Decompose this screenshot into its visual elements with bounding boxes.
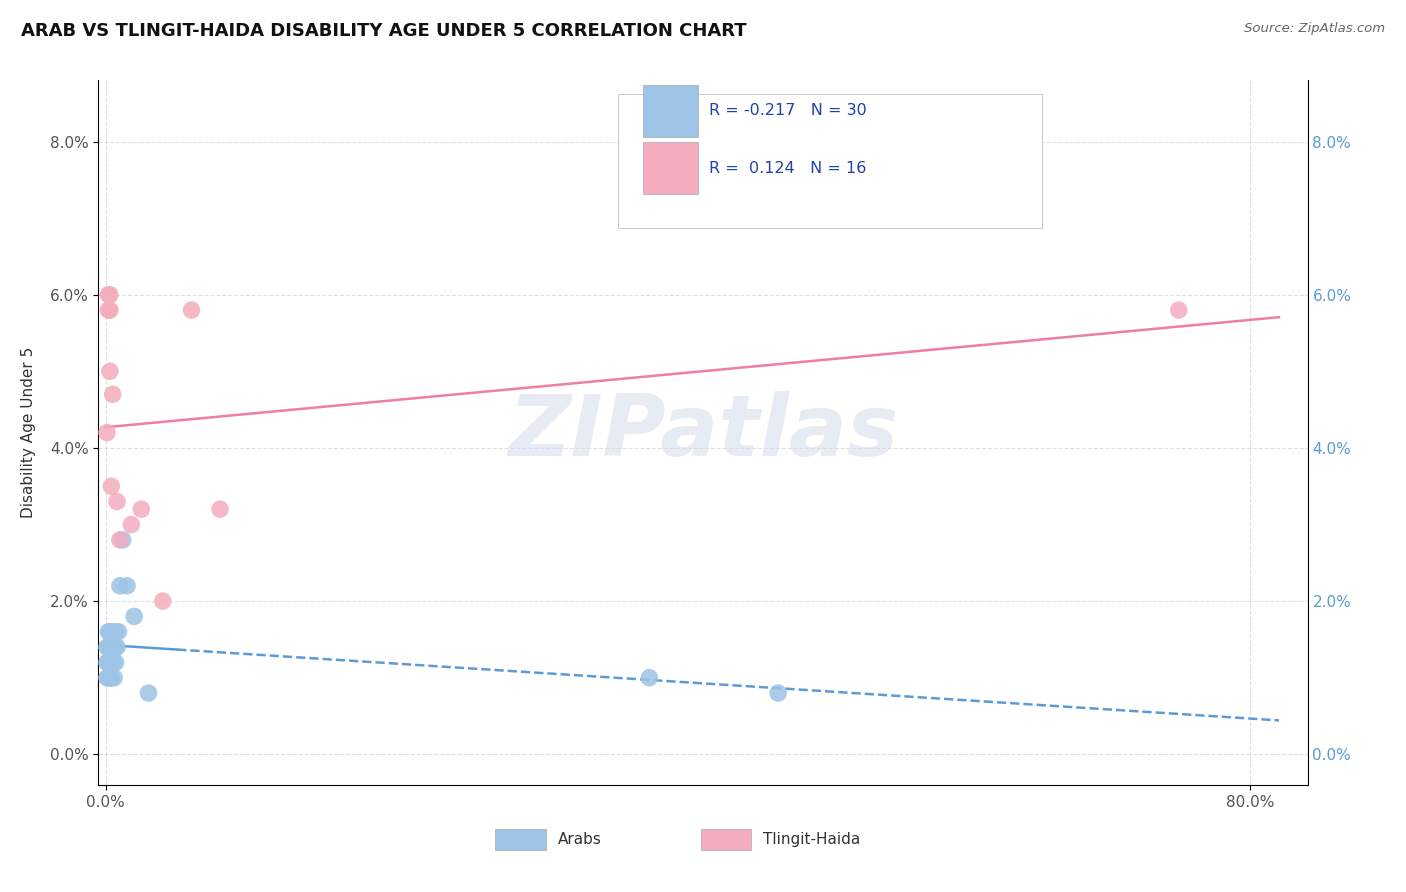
Point (98, 364, 121, 378)
Point (152, 594, 174, 608)
Point (98, 624, 121, 639)
Text: R =  0.124   N = 16: R = 0.124 N = 16 (709, 161, 866, 176)
Point (101, 656, 124, 670)
Point (96, 640, 118, 654)
Point (97, 624, 120, 639)
Point (96, 671, 118, 685)
Point (100, 479, 122, 493)
Point (120, 517, 142, 532)
Point (105, 494, 128, 508)
Point (111, 533, 134, 547)
Point (104, 624, 127, 639)
Point (100, 640, 122, 654)
FancyBboxPatch shape (495, 830, 546, 850)
Point (103, 640, 125, 654)
Point (108, 533, 131, 547)
Point (98, 656, 121, 670)
Point (104, 656, 127, 670)
Point (97, 671, 120, 685)
Point (209, 502, 232, 516)
Text: Source: ZipAtlas.com: Source: ZipAtlas.com (1244, 22, 1385, 36)
Point (98, 640, 121, 654)
Point (107, 624, 129, 639)
Point (100, 671, 122, 685)
Point (638, 671, 661, 685)
Text: ZIPatlas: ZIPatlas (508, 391, 898, 475)
Point (122, 609, 145, 624)
Point (100, 656, 122, 670)
Point (97, 287, 120, 301)
FancyBboxPatch shape (643, 85, 699, 136)
FancyBboxPatch shape (700, 830, 751, 850)
Point (103, 671, 125, 685)
FancyBboxPatch shape (643, 143, 699, 194)
Point (180, 303, 202, 318)
Point (101, 387, 124, 401)
Point (101, 640, 124, 654)
Y-axis label: Disability Age Under 5: Disability Age Under 5 (21, 347, 37, 518)
Point (101, 624, 124, 639)
Point (98, 287, 121, 301)
Text: Arabs: Arabs (558, 832, 602, 847)
Text: R = -0.217   N = 30: R = -0.217 N = 30 (709, 103, 866, 118)
Point (97, 303, 120, 318)
Point (97, 656, 120, 670)
FancyBboxPatch shape (619, 95, 1042, 228)
Point (108, 579, 131, 593)
Point (131, 502, 153, 516)
Point (1167, 303, 1189, 318)
Point (96, 656, 118, 670)
Text: ARAB VS TLINGIT-HAIDA DISABILITY AGE UNDER 5 CORRELATION CHART: ARAB VS TLINGIT-HAIDA DISABILITY AGE UND… (21, 22, 747, 40)
Point (138, 686, 160, 700)
Point (97, 640, 120, 654)
Point (96, 425, 118, 440)
Point (98, 303, 121, 318)
Point (98, 671, 121, 685)
Point (105, 640, 128, 654)
Point (766, 686, 789, 700)
Point (115, 579, 138, 593)
Text: Tlingit-Haida: Tlingit-Haida (763, 832, 860, 847)
